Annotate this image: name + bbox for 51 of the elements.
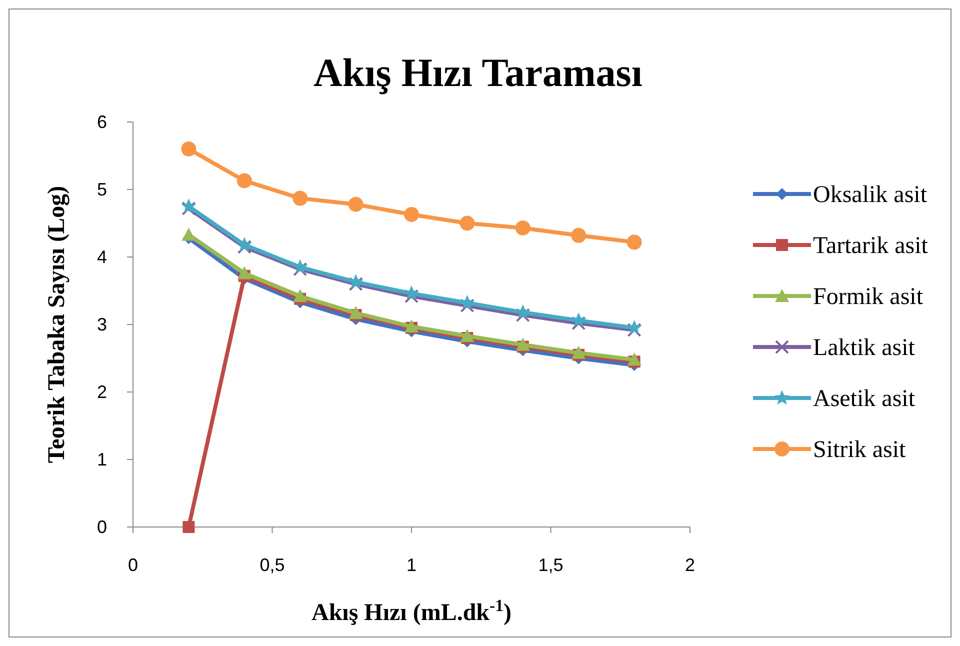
point <box>181 198 196 213</box>
point <box>460 328 474 342</box>
point <box>460 298 474 313</box>
x-axis-title: Akış Hızı (mL.dk$^{-1}$) <box>311 596 512 626</box>
point <box>460 216 475 231</box>
y-tick-label: 0 <box>96 517 107 537</box>
point <box>516 338 530 351</box>
point <box>571 228 586 243</box>
x-tick-label: 1 <box>406 555 417 575</box>
point <box>348 196 364 212</box>
point <box>627 352 642 366</box>
point <box>293 262 308 276</box>
point <box>182 521 195 533</box>
x-tick-label: 2 <box>684 555 696 575</box>
point <box>627 322 642 337</box>
point <box>626 234 642 250</box>
point <box>348 277 363 291</box>
legend-label: Tartarik asit <box>813 233 928 259</box>
point <box>236 173 252 188</box>
point <box>626 320 642 334</box>
x-tick-label: 0,5 <box>260 555 285 575</box>
point <box>516 308 530 322</box>
point <box>348 306 363 320</box>
point <box>404 206 419 222</box>
legend-label: Asetik asit <box>813 386 916 412</box>
legend-label: Laktik asit <box>813 335 916 361</box>
y-tick-label: 2 <box>96 382 107 402</box>
x-tick-label: 0 <box>128 555 138 575</box>
point <box>293 289 308 302</box>
y-tick-label: 6 <box>96 112 107 132</box>
point <box>236 236 252 252</box>
point <box>237 266 252 280</box>
x-tick-label: 1,5 <box>538 555 564 575</box>
point <box>404 289 418 304</box>
legend-label: Formik asit <box>813 284 924 310</box>
y-tick-label: 3 <box>96 314 107 334</box>
y-tick-label: 4 <box>96 247 107 267</box>
y-tick-label: 5 <box>96 180 107 200</box>
point <box>181 142 196 156</box>
legend-label: Oksalik asit <box>813 182 928 208</box>
legend-label: Sitrik asit <box>813 437 906 463</box>
point <box>572 316 586 330</box>
point <box>515 220 530 236</box>
point <box>237 240 252 254</box>
y-tick-label: 1 <box>96 450 107 470</box>
y-axis-title: Teorik Tabaka Sayısı (Log) <box>44 186 70 464</box>
point <box>182 201 196 216</box>
point <box>292 190 308 206</box>
point <box>572 346 586 359</box>
chart-title: Akış Hızı Taraması <box>314 50 642 95</box>
point <box>182 228 196 241</box>
